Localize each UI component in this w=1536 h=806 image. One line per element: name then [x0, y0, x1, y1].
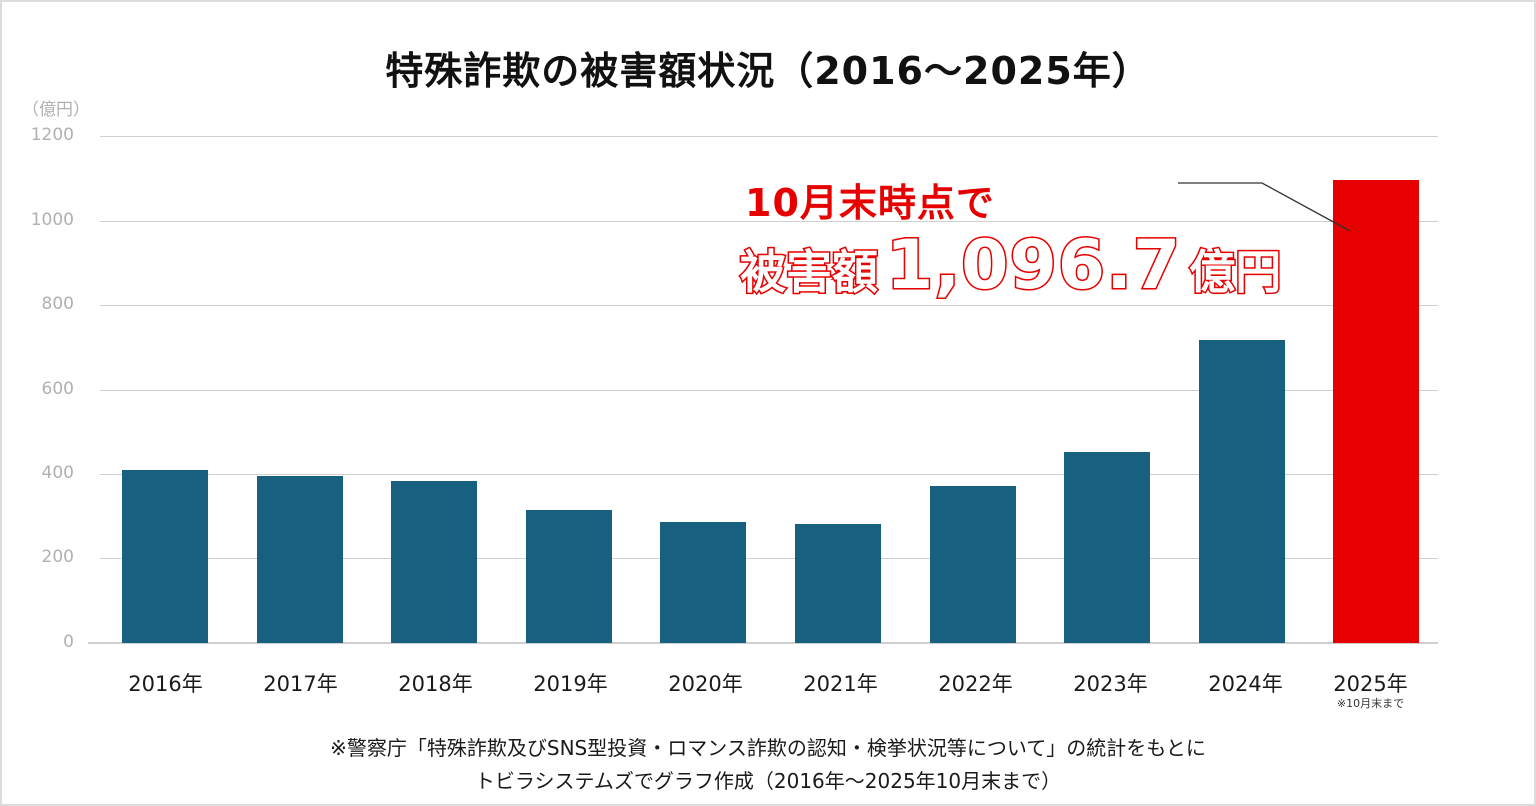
bar-2025: [1333, 180, 1420, 643]
callout-suffix: 億円: [1188, 244, 1283, 301]
y-tick-0: 0: [63, 632, 74, 652]
x-label-2020: 2020年: [668, 672, 743, 696]
x-label-2023: 2023年: [1073, 672, 1148, 696]
y-tick-600: 600: [41, 379, 74, 399]
gridline-400: [100, 474, 1438, 475]
chart-title: 特殊詐欺の被害額状況（2016〜2025年）: [385, 49, 1151, 93]
source-note-line2: トビラシステムズでグラフ作成（2016年〜2025年10月末まで）: [474, 769, 1062, 793]
source-note-line1: ※警察庁「特殊詐欺及びSNS型投資・ロマンス詐欺の認知・検挙状況等について」の統…: [330, 736, 1206, 760]
callout-prefix: 被害額: [739, 244, 880, 301]
bar-2016: [122, 470, 208, 643]
callout-amount-text: 被害額 1,096.7 億円: [739, 225, 1283, 307]
bar-2022: [929, 485, 1016, 643]
x-label-2018: 2018年: [398, 672, 473, 696]
y-tick-200: 200: [41, 547, 74, 567]
y-axis-unit: （億円）: [22, 100, 90, 120]
x-label-2021: 2021年: [803, 672, 878, 696]
bar-2017: [256, 475, 343, 643]
x-label-2024: 2024年: [1208, 672, 1283, 696]
x-label-2017: 2017年: [263, 672, 338, 696]
bar-2018: [391, 480, 478, 643]
bar-2021: [795, 523, 881, 643]
y-tick-800: 800: [41, 294, 74, 314]
x-label-2019: 2019年: [533, 672, 608, 696]
gridline-800: [100, 305, 1438, 306]
bar-2019: [525, 509, 612, 643]
bar-2023: [1064, 451, 1151, 643]
x-label-2025: 2025年: [1333, 672, 1408, 696]
x-note-2025: ※10月末まで: [1336, 697, 1405, 710]
gridline-200: [100, 558, 1438, 559]
y-tick-1200: 1200: [30, 125, 74, 145]
gridline-1200: [100, 136, 1438, 137]
bar-2024: [1198, 339, 1285, 643]
x-label-2016: 2016年: [128, 672, 203, 696]
bar-2020: [660, 521, 747, 643]
y-tick-400: 400: [41, 463, 74, 483]
gridline-600: [100, 390, 1438, 391]
callout-amount: 1,096.7: [884, 225, 1182, 307]
x-axis-line: [88, 642, 1438, 644]
x-label-2022: 2022年: [938, 672, 1013, 696]
gridline-1000: [100, 221, 1438, 222]
y-tick-1000: 1000: [30, 210, 74, 230]
callout-date-text: 10月末時点で: [745, 181, 995, 225]
